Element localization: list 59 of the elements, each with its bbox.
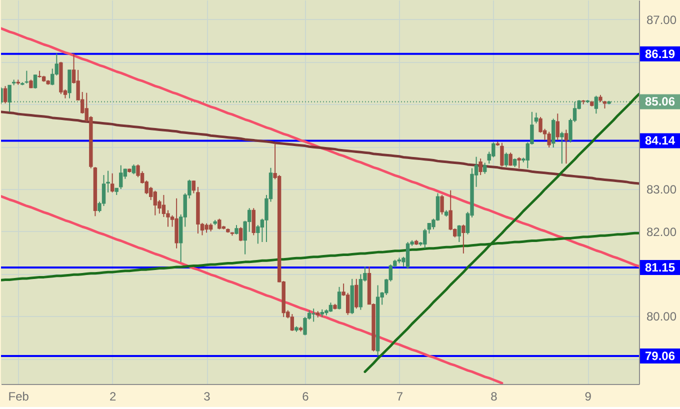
candlestick: [504, 152, 508, 168]
candlestick: [560, 131, 564, 164]
candlestick: [564, 129, 568, 164]
candlestick: [68, 69, 72, 99]
candlestick: [110, 172, 114, 193]
candlestick: [337, 286, 342, 310]
y-tick-label: 83.00: [646, 182, 677, 197]
candlestick: [354, 278, 358, 310]
x-tick-label: 9: [584, 390, 592, 404]
y-tick-label: 82.00: [646, 224, 677, 239]
candlestick: [252, 208, 256, 236]
ref-line-label: 86.19: [644, 46, 676, 61]
candlestick: [500, 142, 504, 168]
candlestick: [440, 194, 444, 215]
ref-line-label: 79.06: [644, 349, 676, 364]
candlestick: [517, 156, 521, 169]
candlestick: [192, 180, 196, 194]
ref-line-label: 84.14: [644, 134, 676, 148]
candlestick: [218, 218, 222, 230]
x-tick-label: Feb: [8, 390, 30, 404]
candlestick: [3, 86, 8, 104]
candlestick: [457, 224, 462, 243]
candlestick: [538, 116, 542, 134]
candlestick: [33, 74, 38, 90]
candlestick: [119, 164, 123, 190]
x-tick-label: 6: [302, 390, 310, 404]
x-tick-label: 3: [204, 390, 211, 404]
candlestick: [132, 164, 136, 175]
candlestick: [303, 316, 307, 336]
x-tick-label: 2: [109, 390, 116, 404]
candlestick: [547, 131, 551, 148]
candlestick: [290, 314, 294, 332]
candlestick: [238, 226, 243, 242]
candlestick: [204, 222, 208, 234]
candlestick: [552, 118, 556, 148]
candlestick: [328, 302, 333, 312]
candlestick: [483, 162, 487, 174]
ref-line-label: 85.06: [644, 94, 676, 109]
candlestick: [462, 224, 466, 254]
y-tick-label: 80.00: [646, 310, 677, 324]
candlestick: [492, 142, 496, 158]
candlestick: [312, 308, 316, 322]
line-series: [1, 194, 504, 384]
candlestick: [8, 84, 12, 112]
candlestick: [508, 152, 512, 166]
candlestick: [24, 70, 29, 84]
candlestick: [534, 112, 538, 124]
candlestick: [406, 242, 410, 270]
y-tick-label: 87.00: [646, 12, 677, 27]
x-tick-label: 7: [396, 390, 404, 404]
candlestick: [346, 292, 350, 316]
candlestick: [478, 158, 482, 176]
candlestick: [162, 194, 166, 218]
candlestick: [423, 228, 427, 249]
candlestick: [234, 224, 238, 235]
candlestick: [594, 95, 598, 114]
candlestick: [556, 113, 560, 141]
ref-line-label: 81.15: [644, 260, 676, 274]
x-tick-label: 8: [490, 390, 498, 404]
